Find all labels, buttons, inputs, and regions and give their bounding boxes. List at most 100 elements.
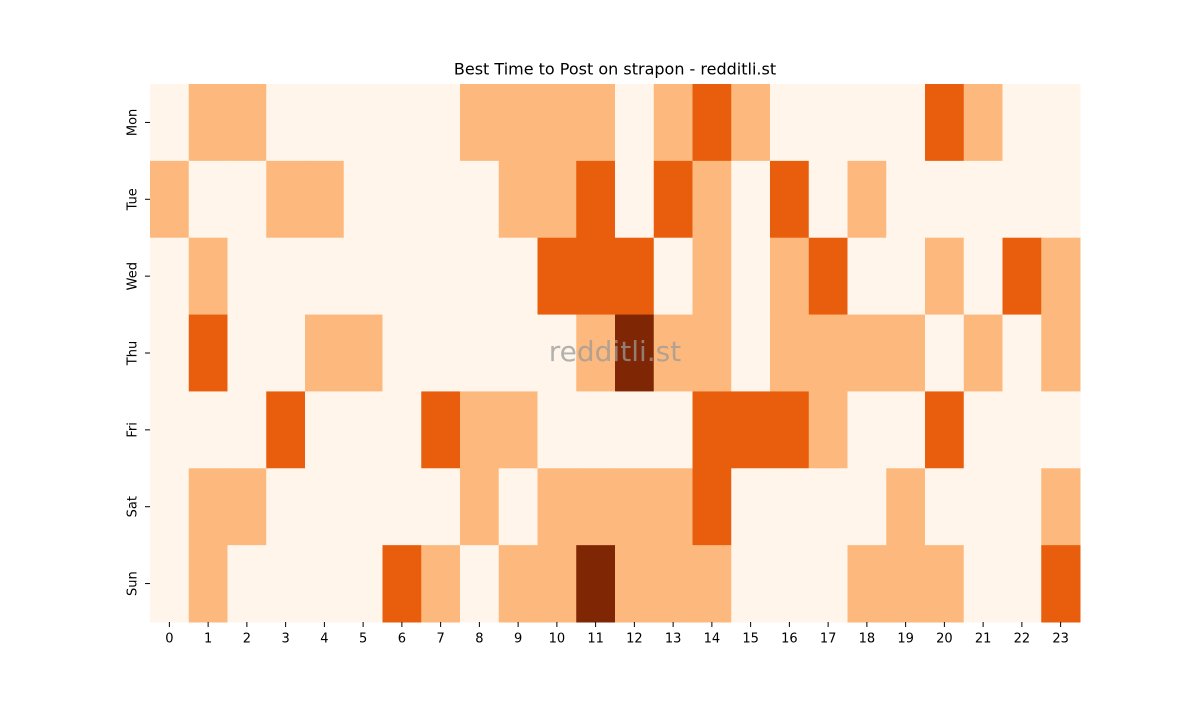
heat-cell (653, 84, 693, 162)
heat-cell (421, 84, 461, 162)
heat-cell (266, 545, 306, 623)
x-tick-label: 10 (549, 632, 566, 647)
heat-cell (498, 314, 538, 392)
heat-cell (808, 468, 848, 546)
heat-cell (498, 160, 538, 239)
x-tick-label: 3 (281, 632, 289, 647)
heat-cell (925, 468, 965, 546)
heat-cell (847, 468, 887, 546)
x-tick-label: 15 (742, 632, 759, 647)
heat-cell (460, 391, 500, 469)
heat-cell (227, 314, 267, 392)
heat-cell (343, 314, 383, 392)
heat-cell (537, 391, 577, 469)
watermark: redditli.st (549, 335, 681, 368)
x-tick-label: 11 (587, 632, 604, 647)
heat-cell (537, 314, 577, 392)
x-tick-label: 17 (820, 632, 837, 647)
x-tick-label: 5 (359, 632, 367, 647)
heat-cell (382, 545, 422, 623)
heat-cell (1041, 237, 1081, 316)
heat-cell (963, 391, 1003, 469)
x-tick-label: 12 (626, 632, 643, 647)
heat-cell (925, 84, 965, 162)
x-tick-label: 14 (704, 632, 721, 647)
heat-cell (615, 468, 655, 546)
heat-cell (498, 237, 538, 316)
heat-cell (188, 237, 228, 316)
heat-cell (305, 314, 345, 392)
heat-cell (847, 84, 887, 162)
y-tick-label: Fri (126, 422, 141, 438)
heat-cell (615, 545, 655, 623)
x-tick-label: 2 (243, 632, 251, 647)
heat-cell (770, 545, 810, 623)
heat-cell (770, 314, 810, 392)
heat-cell (576, 468, 616, 546)
heat-cell (886, 468, 926, 546)
x-tick-label: 8 (475, 632, 483, 647)
heat-cell (653, 545, 693, 623)
heat-cell (925, 391, 965, 469)
heat-cell (886, 391, 926, 469)
heat-cell (770, 84, 810, 162)
heat-cell (421, 237, 461, 316)
heat-cell (963, 84, 1003, 162)
x-tick-label: 1 (204, 632, 212, 647)
heat-cell (808, 237, 848, 316)
x-tick-label: 20 (936, 632, 953, 647)
heat-cell (498, 468, 538, 546)
x-tick-label: 0 (165, 632, 173, 647)
heat-cell (460, 160, 500, 239)
heat-cell (343, 391, 383, 469)
heat-cell (460, 237, 500, 316)
heat-cell (227, 391, 267, 469)
x-tick-label: 19 (897, 632, 914, 647)
heat-cell (1002, 468, 1042, 546)
heat-cell (227, 160, 267, 239)
heat-cell (925, 314, 965, 392)
heat-cell (1041, 314, 1081, 392)
y-tick-label: Mon (126, 109, 141, 136)
heat-cell (150, 545, 190, 623)
heat-cell (382, 468, 422, 546)
heat-cell (266, 237, 306, 316)
heat-cell (925, 237, 965, 316)
heat-cell (808, 314, 848, 392)
heat-cell (227, 237, 267, 316)
heat-cell (770, 237, 810, 316)
heat-cell (1002, 237, 1042, 316)
heat-cell (382, 237, 422, 316)
heat-cell (847, 160, 887, 239)
x-tick-label: 18 (859, 632, 876, 647)
heat-cell (343, 84, 383, 162)
heat-cell (421, 314, 461, 392)
heat-cell (498, 391, 538, 469)
heat-cell (731, 84, 771, 162)
heat-cell (227, 84, 267, 162)
heat-cell (808, 545, 848, 623)
heat-cell (692, 314, 732, 392)
y-tick-label: Sun (126, 571, 141, 596)
heat-cell (305, 237, 345, 316)
x-tick-label: 6 (398, 632, 406, 647)
heat-cell (653, 468, 693, 546)
heat-cell (537, 160, 577, 239)
heat-cell (498, 84, 538, 162)
x-tick-label: 9 (514, 632, 522, 647)
heat-cell (886, 237, 926, 316)
heat-cell (963, 314, 1003, 392)
heat-cell (1041, 545, 1081, 623)
heat-cell (808, 160, 848, 239)
heat-cell (925, 160, 965, 239)
x-tick-label: 23 (1052, 632, 1069, 647)
heat-cell (188, 391, 228, 469)
heat-cell (692, 545, 732, 623)
heat-cell (266, 84, 306, 162)
heat-cell (382, 160, 422, 239)
heat-cell (615, 314, 655, 392)
y-tick-label: Tue (126, 188, 141, 211)
heat-cell (1041, 391, 1081, 469)
heat-cell (615, 391, 655, 469)
heat-cell (382, 84, 422, 162)
